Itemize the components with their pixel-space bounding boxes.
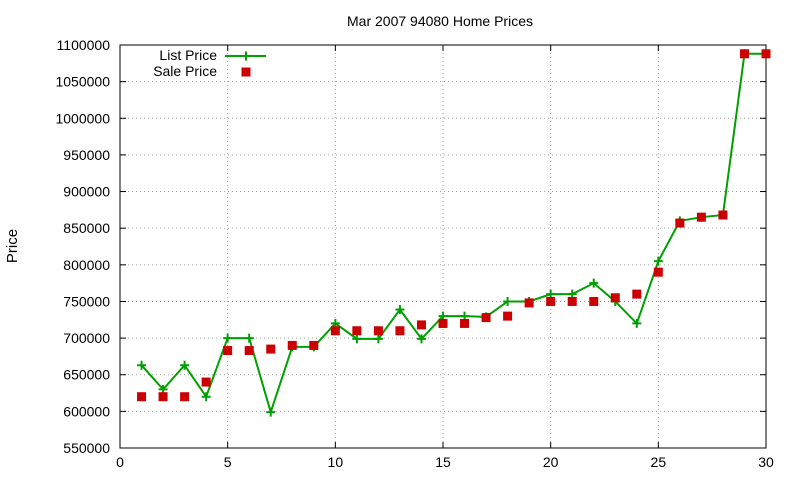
marker-list-price bbox=[266, 407, 276, 417]
marker-list-price bbox=[244, 333, 254, 343]
marker-sale-price bbox=[416, 320, 426, 330]
y-tick-label: 600000 bbox=[63, 403, 110, 419]
marker-sale-price bbox=[739, 49, 749, 59]
marker-sale-price bbox=[266, 344, 276, 354]
legend-marker-sale-price bbox=[241, 67, 251, 77]
marker-sale-price bbox=[567, 296, 577, 306]
y-tick-label: 1100000 bbox=[57, 37, 111, 53]
marker-list-price bbox=[503, 296, 513, 306]
x-tick-label: 20 bbox=[543, 454, 559, 470]
marker-sale-price bbox=[675, 218, 685, 228]
marker-sale-price bbox=[524, 298, 534, 308]
marker-sale-price bbox=[610, 293, 620, 303]
y-tick-label: 650000 bbox=[63, 367, 110, 383]
x-tick-label: 25 bbox=[651, 454, 667, 470]
grid bbox=[120, 45, 766, 448]
marker-sale-price bbox=[589, 296, 599, 306]
marker-sale-price bbox=[460, 318, 470, 328]
marker-list-price bbox=[223, 333, 233, 343]
marker-sale-price bbox=[653, 267, 663, 277]
plot-series bbox=[137, 49, 771, 417]
marker-list-price bbox=[416, 334, 426, 344]
y-tick-label: 1050000 bbox=[55, 74, 110, 90]
marker-sale-price bbox=[330, 326, 340, 336]
marker-sale-price bbox=[546, 296, 556, 306]
plot-frame bbox=[119, 44, 767, 449]
marker-sale-price bbox=[309, 340, 319, 350]
marker-list-price bbox=[589, 278, 599, 288]
marker-sale-price bbox=[158, 392, 168, 402]
marker-sale-price bbox=[352, 326, 362, 336]
marker-sale-price bbox=[287, 340, 297, 350]
x-tick-label: 0 bbox=[116, 454, 124, 470]
legend-label-sale-price: Sale Price bbox=[153, 63, 217, 79]
marker-sale-price bbox=[373, 326, 383, 336]
y-tick-label: 800000 bbox=[63, 257, 110, 273]
legend-label-list-price: List Price bbox=[159, 47, 217, 63]
y-tick-label: 1000000 bbox=[55, 110, 110, 126]
legend: List Price Sale Price bbox=[153, 47, 266, 79]
marker-list-price bbox=[632, 318, 642, 328]
y-tick-label: 900000 bbox=[63, 184, 110, 200]
marker-sale-price bbox=[438, 318, 448, 328]
marker-sale-price bbox=[201, 377, 211, 387]
series-line-list-price bbox=[140, 52, 766, 416]
axis-ticks: 550000 600000 650000 700000 750000 800000 8500… bbox=[55, 37, 774, 470]
marker-list-price bbox=[653, 256, 663, 266]
y-tick-label: 950000 bbox=[63, 147, 110, 163]
marker-sale-price bbox=[395, 326, 405, 336]
marker-sale-price bbox=[632, 289, 642, 299]
x-tick-label: 30 bbox=[758, 454, 774, 470]
marker-sale-price bbox=[180, 392, 190, 402]
x-tick-label: 5 bbox=[224, 454, 232, 470]
y-tick-label: 700000 bbox=[63, 330, 110, 346]
y-tick-label: 850000 bbox=[63, 220, 110, 236]
marker-sale-price bbox=[718, 210, 728, 220]
legend-marker-list-price bbox=[241, 51, 251, 61]
y-axis-label: Price bbox=[4, 229, 21, 263]
x-tick-label: 15 bbox=[435, 454, 451, 470]
marker-sale-price bbox=[137, 392, 147, 402]
marker-sale-price bbox=[481, 313, 491, 323]
marker-sale-price bbox=[696, 212, 706, 222]
marker-sale-price bbox=[503, 311, 513, 321]
marker-list-price bbox=[352, 334, 362, 344]
marker-list-price bbox=[395, 305, 405, 315]
marker-sale-price bbox=[244, 346, 254, 356]
marker-list-price bbox=[180, 360, 190, 370]
marker-list-price bbox=[201, 392, 211, 402]
y-tick-label: 750000 bbox=[63, 293, 110, 309]
marker-list-price bbox=[137, 360, 147, 370]
chart-title: Mar 2007 94080 Home Prices bbox=[347, 13, 533, 29]
marker-sale-price bbox=[761, 49, 771, 59]
y-tick-label: 550000 bbox=[63, 440, 110, 456]
marker-sale-price bbox=[223, 346, 233, 356]
x-tick-label: 10 bbox=[328, 454, 344, 470]
marker-list-price bbox=[373, 334, 383, 344]
